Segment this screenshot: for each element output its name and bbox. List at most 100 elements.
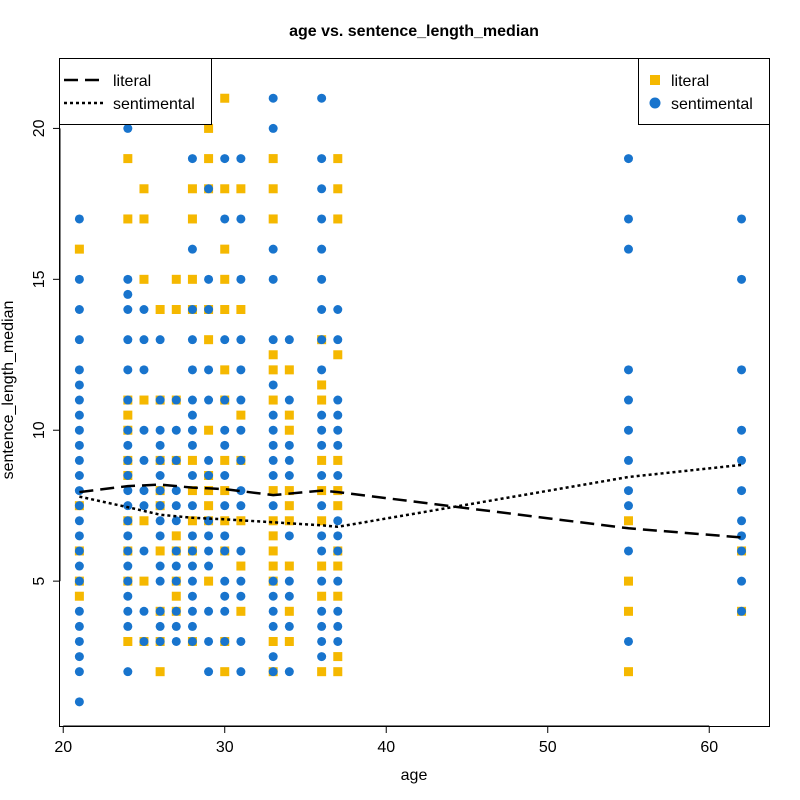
point-literal [187,455,197,465]
point-sentimental [204,305,214,315]
point-sentimental [171,546,181,556]
point-sentimental [155,621,165,631]
point-literal [155,305,165,315]
point-literal [317,591,327,601]
point-sentimental [333,606,343,616]
point-literal [155,667,165,677]
point-sentimental [123,395,133,405]
point-sentimental [236,546,246,556]
point-sentimental [317,425,327,435]
point-sentimental [139,501,149,511]
point-sentimental [284,591,294,601]
point-sentimental [74,652,84,662]
point-sentimental [123,440,133,450]
point-literal [333,455,343,465]
point-sentimental [74,546,84,556]
point-literal [123,154,133,164]
point-literal [171,531,181,541]
point-literal [220,274,230,284]
point-sentimental [123,305,133,315]
point-sentimental [220,335,230,345]
point-sentimental [268,425,278,435]
point-sentimental [317,154,327,164]
point-sentimental [74,531,84,541]
point-literal [139,395,149,405]
point-sentimental [623,365,633,375]
point-sentimental [155,606,165,616]
point-sentimental [317,440,327,450]
point-sentimental [187,395,197,405]
point-sentimental [204,667,214,677]
point-sentimental [623,214,633,224]
point-sentimental [123,606,133,616]
point-sentimental [623,425,633,435]
point-literal [171,305,181,315]
point-literal [236,305,246,315]
point-sentimental [171,516,181,526]
point-sentimental [171,425,181,435]
point-literal [268,365,278,375]
point-sentimental [236,154,246,164]
point-literal [333,154,343,164]
point-literal [268,561,278,571]
point-sentimental [155,486,165,496]
point-sentimental [74,335,84,345]
point-sentimental [220,425,230,435]
trend-line-literal [79,483,742,539]
point-sentimental [284,576,294,586]
point-literal [333,591,343,601]
point-sentimental [333,425,343,435]
point-sentimental [74,395,84,405]
point-sentimental [268,652,278,662]
data-points [74,93,747,707]
point-literal [204,486,214,496]
point-sentimental [623,486,633,496]
point-sentimental [123,576,133,586]
point-sentimental [623,501,633,511]
point-sentimental [187,591,197,601]
point-sentimental [737,576,747,586]
point-sentimental [737,606,747,616]
point-sentimental [204,606,214,616]
point-sentimental [284,470,294,480]
point-literal [268,531,278,541]
point-sentimental [284,395,294,405]
point-sentimental [155,455,165,465]
point-sentimental [333,335,343,345]
point-literal [623,516,633,526]
point-sentimental [123,546,133,556]
point-sentimental [284,667,294,677]
point-sentimental [155,395,165,405]
point-sentimental [74,410,84,420]
point-literal [220,184,230,194]
y-tick-label: 10 [31,421,48,439]
point-sentimental [220,546,230,556]
point-literal [139,516,149,526]
point-sentimental [187,425,197,435]
point-sentimental [236,486,246,496]
point-sentimental [187,244,197,254]
point-sentimental [187,531,197,541]
point-literal [623,667,633,677]
point-sentimental [155,501,165,511]
point-sentimental [171,455,181,465]
point-sentimental [74,667,84,677]
point-sentimental [737,546,747,556]
point-sentimental [317,365,327,375]
point-sentimental [333,636,343,646]
point-sentimental [236,501,246,511]
point-literal [284,636,294,646]
point-literal [123,214,133,224]
point-sentimental [123,561,133,571]
point-sentimental [317,184,327,194]
point-sentimental [171,486,181,496]
point-sentimental [187,576,197,586]
point-sentimental [268,667,278,677]
point-sentimental [268,440,278,450]
point-literal [268,486,278,496]
point-literal [123,410,133,420]
point-literal [623,606,633,616]
point-literal [220,244,230,254]
x-tick-label: 30 [216,739,234,756]
point-literal [333,486,343,496]
